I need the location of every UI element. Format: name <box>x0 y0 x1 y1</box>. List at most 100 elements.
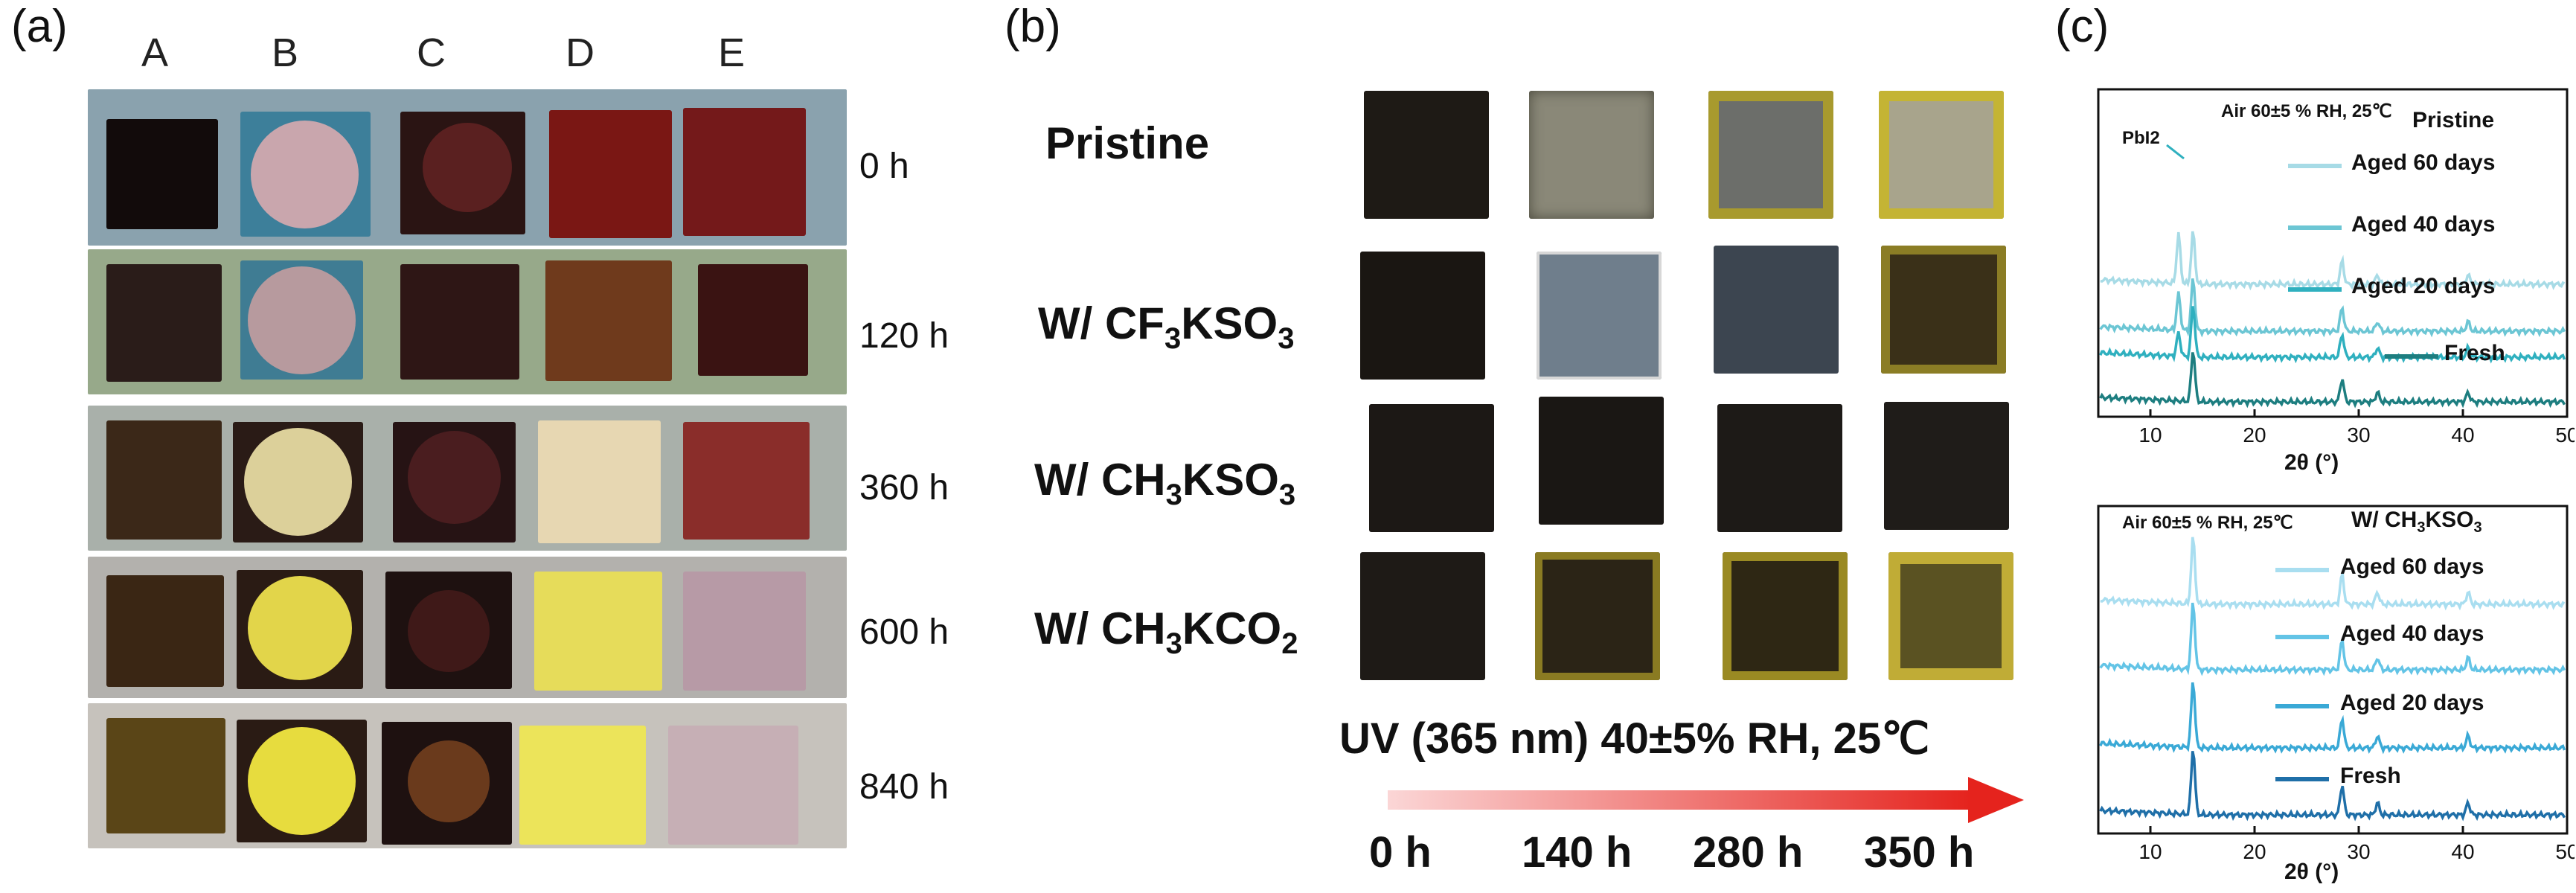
xrd-top-condition: Air 60±5 % RH, 25℃ <box>2221 101 2392 121</box>
row-label-ch3kso3: W/ CH3KSO3 <box>1034 454 1295 512</box>
xrd-series-aged-20-days <box>2099 682 2566 755</box>
xrd-bottom-title-main: W/ CH <box>2351 508 2418 532</box>
time-label-a-0: 0 h <box>859 147 909 186</box>
photo-strip-2 <box>88 406 847 551</box>
xrd-series-fresh <box>2099 352 2566 409</box>
sample-A-600h <box>106 575 224 687</box>
time-label-b-0: 0 h <box>1369 828 1432 877</box>
xrd-frame <box>2097 88 2569 418</box>
sample-E-0h <box>683 108 806 236</box>
top-legend-label-3: Fresh <box>2444 341 2505 365</box>
sample-E-840h <box>668 726 798 845</box>
bottom-legend-label-1: Aged 40 days <box>2340 621 2484 646</box>
x-tick-label-20: 20 <box>2243 840 2266 863</box>
film-pristine-350h <box>1879 91 2004 219</box>
bottom-legend-label-3: Fresh <box>2340 764 2401 788</box>
x-tick-label-40: 40 <box>2451 423 2474 446</box>
sample-D-840h <box>519 726 646 845</box>
film-ch3kso3-0h <box>1369 404 1494 532</box>
top-legend-label-2: Aged 20 days <box>2351 274 2496 298</box>
xrd-bottom-title-sub2: 3 <box>2473 519 2482 536</box>
row-label-cf3kso3-sub: 3 <box>1164 322 1182 355</box>
sample-E-600h <box>683 572 806 691</box>
top-legend-label-0: Aged 60 days <box>2351 150 2496 175</box>
film-ch3kco2-140h <box>1535 552 1660 680</box>
row-label-ch3kco2: W/ CH3KCO2 <box>1034 603 1298 661</box>
film-ch3kco2-280h <box>1723 552 1848 680</box>
time-arrow <box>1388 777 2024 823</box>
bottom-legend-swatch-2 <box>2275 704 2329 708</box>
top-legend-swatch-2 <box>2288 287 2342 292</box>
x-tick-label-50: 50 <box>2555 423 2575 446</box>
sample-E-360h <box>683 422 810 540</box>
time-label-a-2: 360 h <box>859 468 949 508</box>
x-tick-label-30: 30 <box>2347 840 2370 863</box>
pbi2-pointer <box>2166 144 2185 160</box>
row-label-pristine-text: Pristine <box>1045 118 1210 168</box>
sample-B-600h <box>237 570 363 689</box>
film-ch3kco2-0h <box>1360 552 1485 680</box>
xrd-bottom-condition: Air 60±5 % RH, 25℃ <box>2122 513 2293 533</box>
xrd-series-aged-40-days <box>2099 602 2566 676</box>
time-label-a-3: 600 h <box>859 612 949 652</box>
xrd-top-annotation-pbi2: PbI2 <box>2122 128 2160 148</box>
row-label-ch3kso3-tail: KSO <box>1182 455 1279 505</box>
row-label-ch3kso3-main: W/ CH <box>1034 455 1166 505</box>
column-header-B: B <box>272 31 299 75</box>
sample-E-120h <box>698 264 808 376</box>
x-tick-label-10: 10 <box>2138 423 2162 446</box>
sample-A-840h <box>106 718 225 833</box>
xrd-series-fresh <box>2099 750 2566 822</box>
sample-C-120h <box>400 264 519 380</box>
sample-A-120h <box>106 264 222 382</box>
sample-D-0h <box>549 110 672 238</box>
sample-B-120h <box>240 260 363 380</box>
sample-D-360h <box>538 420 661 543</box>
bottom-legend-label-2: Aged 20 days <box>2340 691 2484 715</box>
row-label-ch3kso3-sub2: 3 <box>1278 478 1296 511</box>
film-pristine-0h <box>1364 91 1489 219</box>
row-label-ch3kco2-sub2: 2 <box>1281 627 1298 660</box>
film-pristine-280h <box>1708 91 1833 219</box>
column-header-E: E <box>718 31 746 75</box>
xrd-bottom-xlabel: 2θ (°) <box>2284 860 2339 884</box>
x-tick-label-10: 10 <box>2138 840 2162 863</box>
x-tick-label-50: 50 <box>2555 840 2575 863</box>
sample-C-360h <box>393 422 516 542</box>
row-label-ch3kco2-main: W/ CH <box>1034 604 1166 653</box>
film-ch3kco2-350h <box>1888 552 2013 680</box>
xrd-bottom-title-sub: 3 <box>2417 519 2426 536</box>
row-label-pristine: Pristine <box>1045 118 1209 169</box>
photo-strip-1 <box>88 249 847 394</box>
time-label-a-4: 840 h <box>859 767 949 807</box>
film-cf3kso3-350h <box>1881 246 2006 374</box>
bottom-legend-swatch-1 <box>2275 635 2329 639</box>
panel-c-label: (c) <box>2055 1 2109 52</box>
xrd-top-xlabel: 2θ (°) <box>2284 450 2339 475</box>
sample-B-840h <box>237 720 367 842</box>
row-label-cf3kso3-main: W/ CF <box>1038 298 1164 348</box>
x-tick-label-20: 20 <box>2243 423 2266 446</box>
row-label-cf3kso3-tail: KSO <box>1181 298 1278 348</box>
time-label-b-2: 280 h <box>1693 828 1804 877</box>
condition-label: UV (365 nm) 40±5% RH, 25℃ <box>1339 714 1930 763</box>
film-ch3kso3-350h <box>1884 402 2009 530</box>
sample-C-840h <box>382 722 512 845</box>
film-cf3kso3-280h <box>1714 246 1839 374</box>
top-legend-swatch-1 <box>2288 225 2342 230</box>
photo-strip-0 <box>88 89 847 246</box>
xrd-series-aged-40-days <box>2099 278 2566 338</box>
film-ch3kso3-280h <box>1717 404 1842 532</box>
row-label-ch3kso3-sub: 3 <box>1165 478 1182 511</box>
film-pristine-140h <box>1529 91 1654 219</box>
xrd-series-aged-60-days <box>2100 231 2566 291</box>
column-header-C: C <box>417 31 446 75</box>
photo-strip-4 <box>88 703 847 848</box>
xrd-bottom-title: W/ CH3KSO3 <box>2351 508 2482 537</box>
x-tick-label-40: 40 <box>2451 840 2474 863</box>
xrd-frame <box>2097 505 2569 835</box>
bottom-legend-swatch-3 <box>2275 777 2329 781</box>
xrd-bottom-title-tail: KSO <box>2425 508 2474 532</box>
top-legend-swatch-3 <box>2385 354 2438 359</box>
panel-a-label: (a) <box>11 1 68 52</box>
